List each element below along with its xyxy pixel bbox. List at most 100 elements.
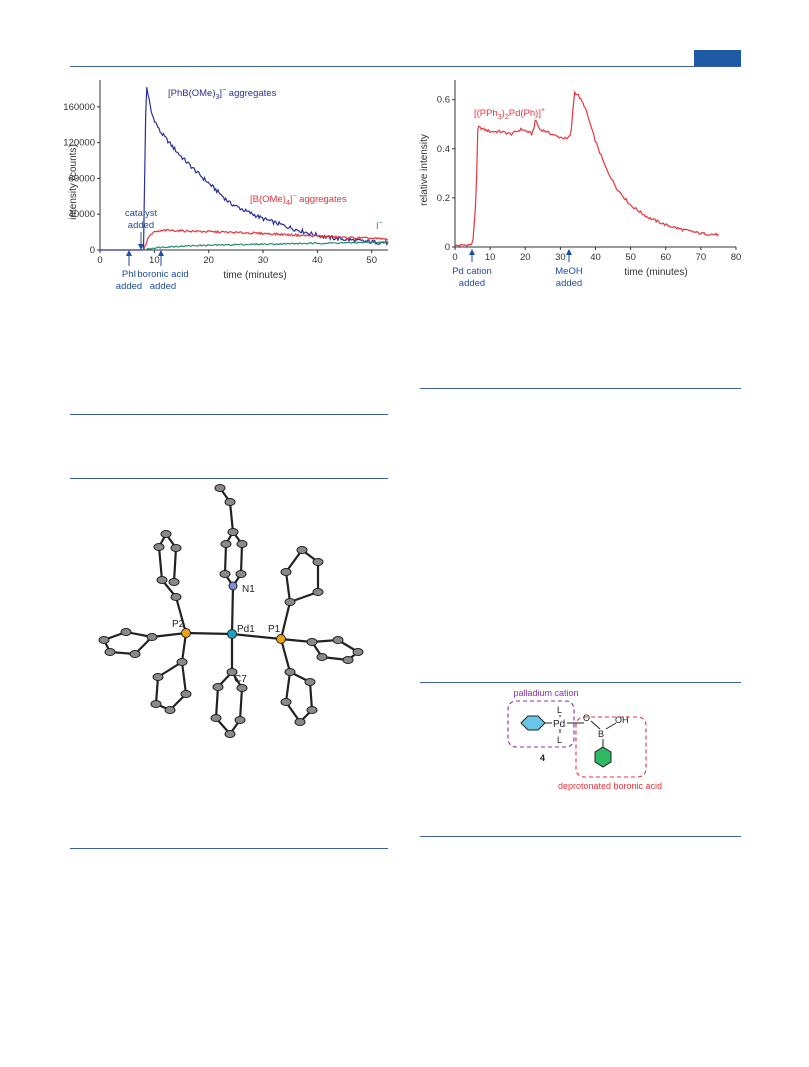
- bond: [157, 546, 164, 581]
- carbon-atom: [342, 656, 354, 664]
- x-tick-label: 10: [485, 252, 496, 263]
- carbon-atom: [284, 668, 296, 676]
- hydroxyl-group: OH: [615, 715, 629, 725]
- carbon-atom: [152, 673, 164, 681]
- series-line-1: [142, 87, 389, 251]
- carbon-atom: [170, 593, 182, 601]
- x-tick-label: 20: [203, 255, 214, 266]
- bond: [228, 501, 235, 533]
- y-axis-label: intensity (counts): [68, 144, 79, 220]
- carbon-atom: [312, 558, 324, 566]
- y-tick-label: 0: [90, 245, 95, 256]
- svg-text:Pd cation: Pd cation: [452, 266, 492, 277]
- bond: [185, 631, 233, 636]
- x-axis-label: time (minutes): [223, 270, 286, 281]
- bond: [223, 543, 228, 575]
- y-tick-label: 120000: [63, 138, 95, 149]
- svg-text:catalyst: catalyst: [125, 208, 158, 219]
- atom-label-p1: P1: [268, 624, 281, 635]
- svg-text:PhI: PhI: [122, 269, 136, 280]
- ligand-bottom: L: [557, 735, 562, 745]
- carbon-atom: [160, 530, 172, 538]
- y-tick-label: 0.4: [437, 144, 450, 155]
- carbon-atom: [294, 718, 306, 726]
- carbon-atom: [180, 690, 192, 698]
- svg-text:added: added: [116, 281, 142, 292]
- carbon-atom: [304, 678, 316, 686]
- crystal-structure-figure: N1 P2 Pd1 P1 C7: [98, 484, 364, 738]
- phenyl-ring-green: [594, 746, 612, 768]
- svg-text:added: added: [150, 281, 176, 292]
- bond: [279, 638, 292, 673]
- carbon-atom: [236, 684, 248, 692]
- annotation-boronic-acid-added: boronic acid added: [137, 250, 189, 292]
- series-label-pd-cation: [(PPh3)2Pd(Ph)]+: [474, 107, 545, 121]
- carbon-atom: [284, 598, 296, 606]
- series-label-phb: [PhB(OMe)3]− aggregates: [168, 87, 277, 101]
- scheme-compound-4: palladium cation Pd L L O B OH 4 deproto…: [507, 688, 662, 791]
- carbon-atom: [296, 546, 308, 554]
- x-tick-label: 20: [520, 252, 531, 263]
- series-line-1: [454, 90, 719, 248]
- boronic-acid-label: deprotonated boronic acid: [558, 781, 662, 791]
- atom-label-p2: P2: [172, 619, 185, 630]
- svg-text:added: added: [459, 278, 485, 289]
- annotation-pd-cation-added: Pd cation added: [452, 249, 492, 289]
- carbon-atom: [220, 540, 232, 548]
- y-tick-label: 0: [445, 242, 450, 253]
- bond: [285, 549, 303, 573]
- x-axis-label: time (minutes): [624, 267, 687, 278]
- carbon-atom: [129, 650, 141, 658]
- annotation-phi-added: PhI added: [116, 250, 142, 292]
- y-axis-label: relative intensity: [419, 134, 430, 206]
- svg-text:added: added: [556, 278, 582, 289]
- carbon-atom: [120, 628, 132, 636]
- ligand-top: L: [557, 705, 562, 715]
- palladium-cation-label: palladium cation: [513, 688, 578, 698]
- y-tick-label: 160000: [63, 102, 95, 113]
- pd-atom-sphere: [227, 629, 237, 639]
- carbon-atom: [164, 706, 176, 714]
- series-label-iodide: I−: [376, 220, 383, 232]
- carbon-atom: [226, 668, 238, 676]
- bond: [284, 571, 292, 603]
- x-tick-label: 10: [149, 255, 160, 266]
- bond: [174, 596, 188, 634]
- atom-label-n1: N1: [242, 584, 255, 595]
- carbon-atom: [168, 578, 180, 586]
- carbon-atom: [332, 636, 344, 644]
- x-tick-label: 40: [312, 255, 323, 266]
- svg-text:MeOH: MeOH: [555, 266, 583, 277]
- bond: [230, 585, 235, 635]
- x-tick-label: 0: [452, 252, 457, 263]
- carbon-atom: [227, 528, 239, 536]
- rule-left-2: [70, 478, 388, 479]
- phenyl-ring-blue: [520, 715, 546, 731]
- carbon-atom: [312, 588, 324, 596]
- carbon-atom: [212, 683, 224, 691]
- carbon-atom: [235, 570, 247, 578]
- carbon-atom: [352, 648, 364, 656]
- carbon-atom: [280, 568, 292, 576]
- header-tab: [694, 50, 741, 66]
- carbon-atom: [156, 576, 168, 584]
- rule-left-3: [70, 848, 388, 849]
- carbon-atom: [104, 648, 116, 656]
- bond: [239, 543, 244, 575]
- compound-number: 4: [540, 753, 545, 763]
- chart-relative-intensity: 0 10 20 30 40 50 60 70 80 0 0.2 0.4 0.6 relative int…: [419, 80, 741, 289]
- series-label-bome4: [B(OMe)4]− aggregates: [250, 193, 347, 207]
- pd-atom: Pd: [553, 719, 565, 730]
- chart-intensity-vs-time: 0 10 20 30 40 50 0 40000 80000 120000 160000 inten…: [63, 80, 389, 292]
- carbon-atom: [214, 484, 226, 492]
- boron-atom: B: [598, 729, 604, 739]
- carbon-atom: [219, 570, 231, 578]
- x-tick-label: 0: [97, 255, 102, 266]
- carbon-atom: [150, 700, 162, 708]
- bond: [284, 671, 292, 703]
- bond: [238, 687, 244, 721]
- y-tick-label: 0.6: [437, 95, 450, 106]
- annotation-catalyst-added: catalyst added: [125, 208, 158, 250]
- x-tick-label: 40: [590, 252, 601, 263]
- carbon-atom: [224, 498, 236, 506]
